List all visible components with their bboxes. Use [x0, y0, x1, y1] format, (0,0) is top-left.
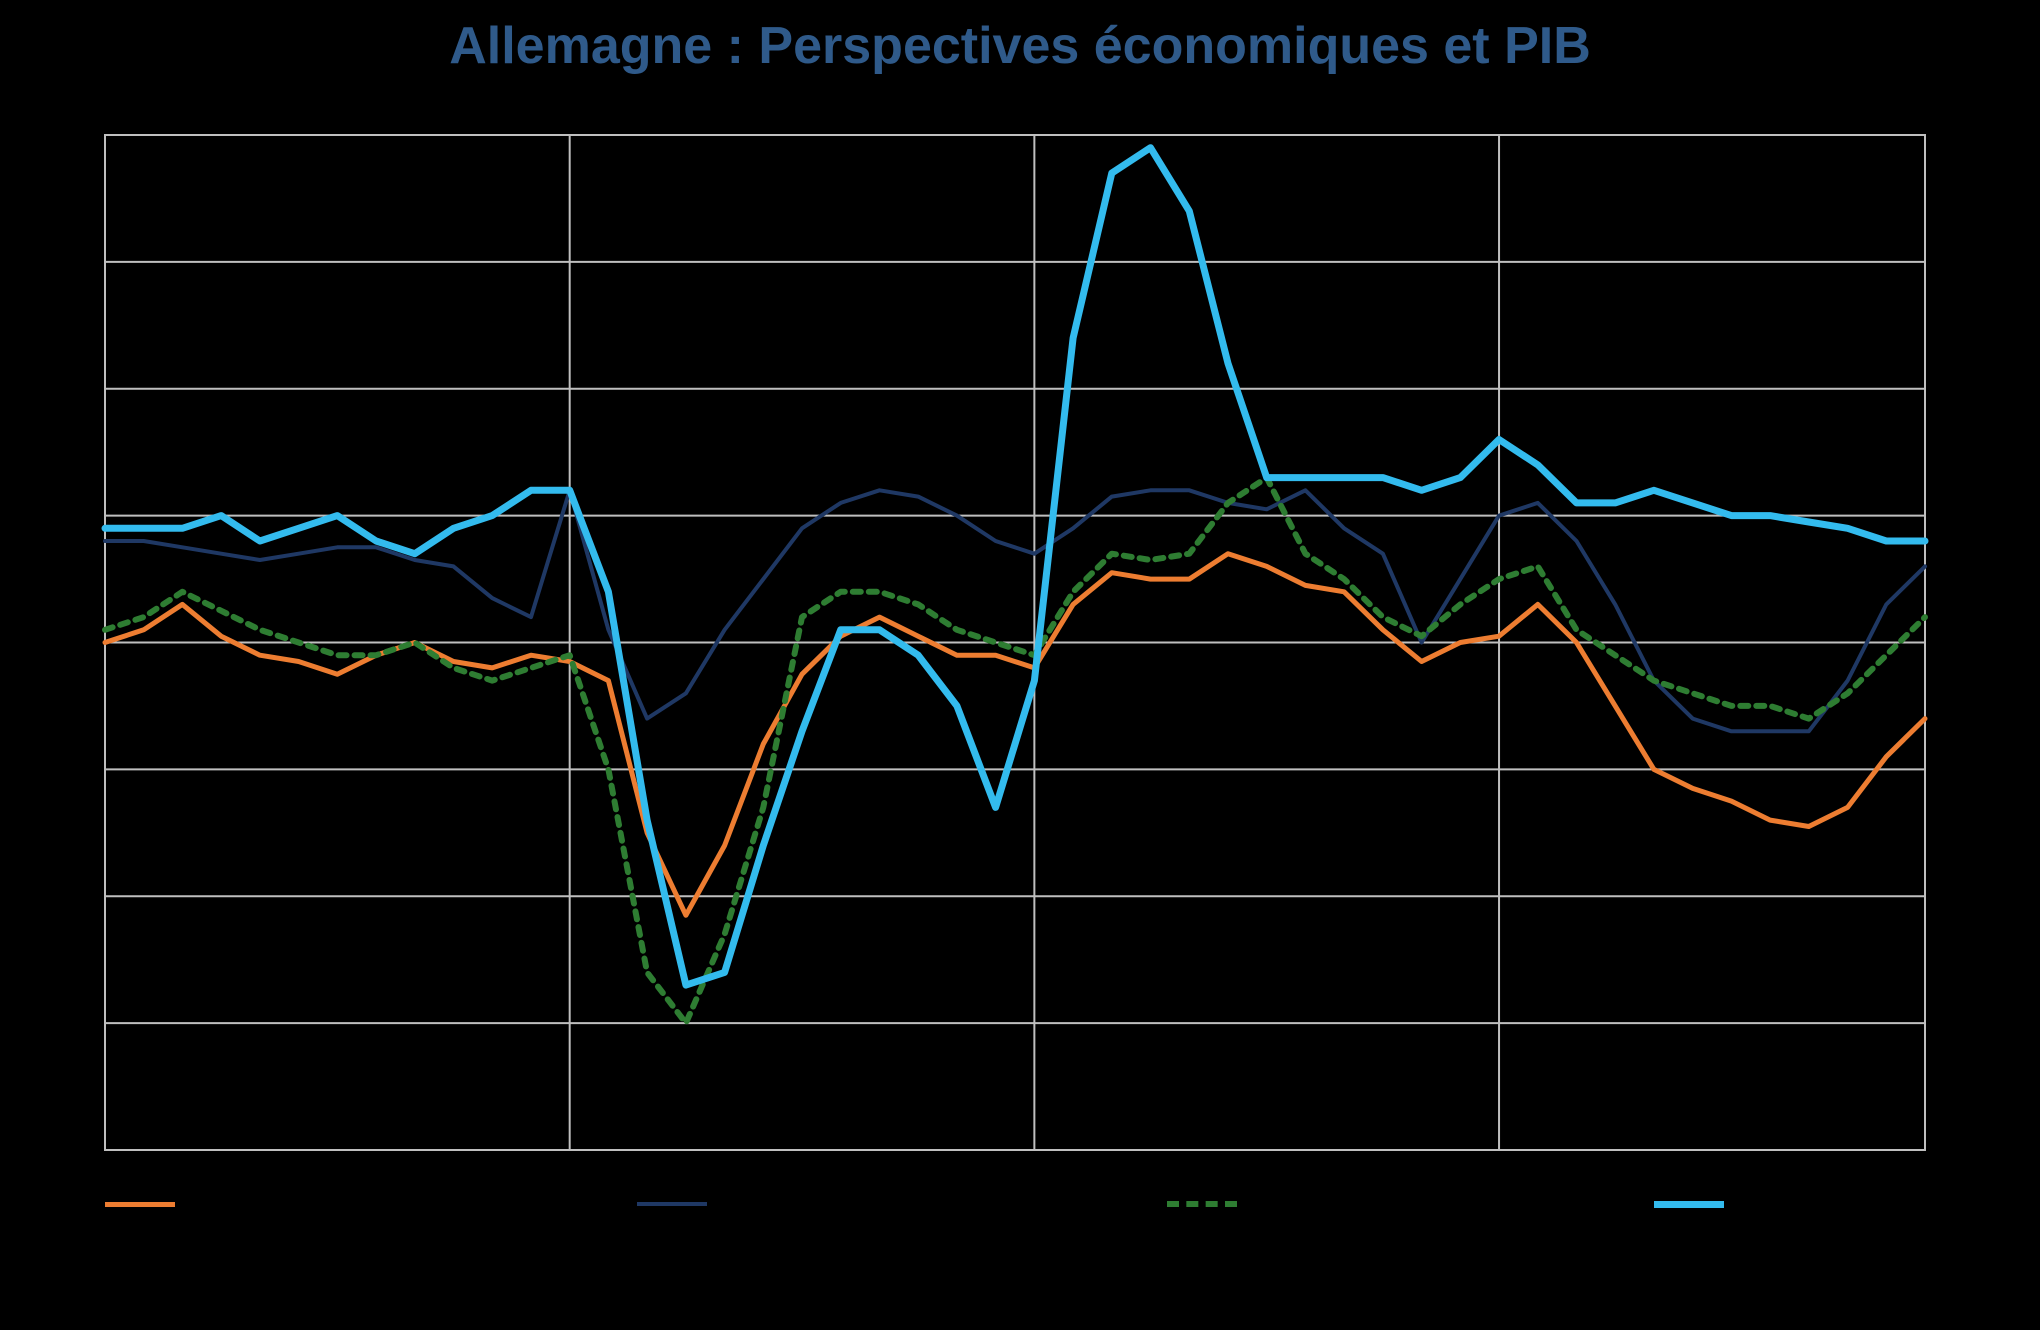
legend-label-zew_expectations: ZEW perspectives	[1249, 1190, 1444, 1218]
chart-container: Allemagne : Perspectives économiques et …	[0, 0, 2040, 1330]
series-gdp_yoy	[105, 148, 1925, 985]
legend-label-gdp_yoy: PIB glissement annuel (D)	[1736, 1190, 2015, 1218]
legend: IFO climat des affaires ZEW situation act…	[105, 1190, 2015, 1218]
series-layer	[105, 135, 1925, 1150]
legend-label-zew_situation: ZEW situation actuelle	[719, 1190, 958, 1218]
legend-item-ifo_business_climate: IFO climat des affaires	[105, 1190, 427, 1218]
chart-title: Allemagne : Perspectives économiques et …	[0, 16, 2040, 76]
legend-item-gdp_yoy: PIB glissement annuel (D)	[1654, 1190, 2015, 1218]
legend-swatch-ifo_business_climate	[105, 1202, 175, 1207]
legend-swatch-zew_expectations	[1167, 1201, 1237, 1207]
series-zew_situation	[105, 490, 1925, 731]
legend-swatch-gdp_yoy	[1654, 1201, 1724, 1208]
plot-area	[105, 135, 1925, 1150]
legend-label-ifo_business_climate: IFO climat des affaires	[187, 1190, 427, 1218]
legend-swatch-zew_situation	[637, 1202, 707, 1206]
legend-item-zew_expectations: ZEW perspectives	[1167, 1190, 1444, 1218]
legend-item-zew_situation: ZEW situation actuelle	[637, 1190, 958, 1218]
